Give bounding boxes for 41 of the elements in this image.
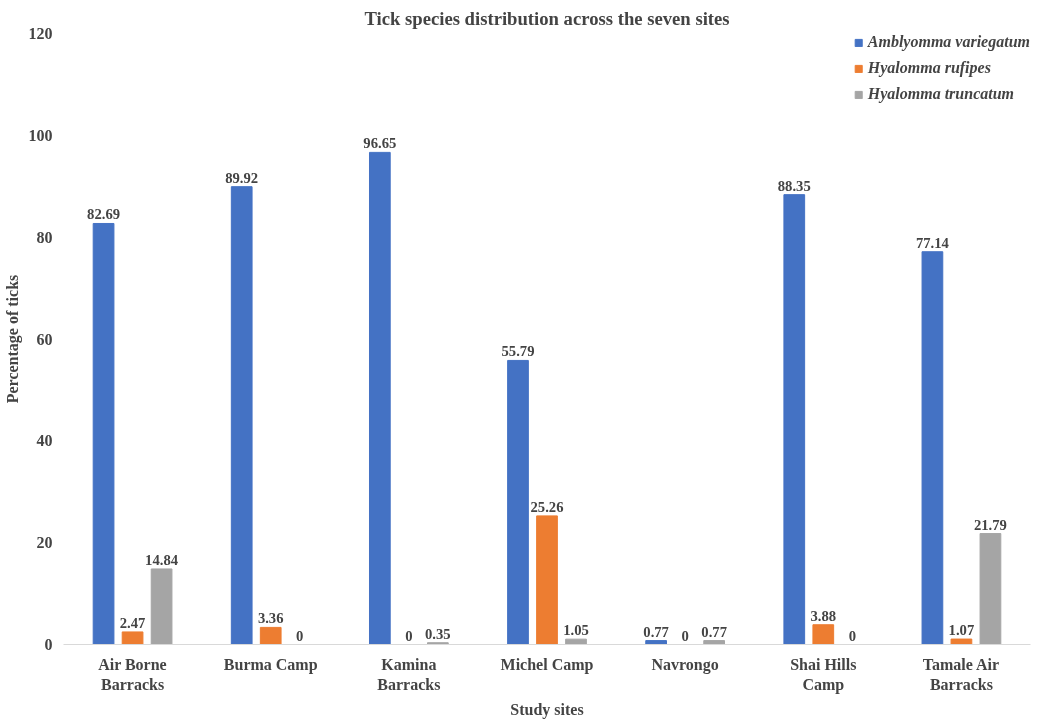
x-tick-label: Air Borne Barracks xyxy=(98,655,167,693)
x-tick-label: Tamale Air Barracks xyxy=(922,655,1000,693)
data-label: 21.79 xyxy=(973,516,1007,533)
y-tick-label: 100 xyxy=(28,126,53,144)
legend-label: Hyalomma rufipes xyxy=(867,59,991,77)
x-tick-label: Michel Camp xyxy=(500,655,594,674)
data-label: 0 xyxy=(405,627,413,644)
chart-title: Tick species distribution across the seven sites xyxy=(364,7,730,29)
y-tick-label: 20 xyxy=(36,534,53,552)
data-label: 25.26 xyxy=(530,498,564,515)
data-label: 77.14 xyxy=(915,234,950,251)
data-label: 0 xyxy=(296,627,304,644)
data-label: 0.77 xyxy=(701,623,727,640)
y-tick-label: 80 xyxy=(36,228,53,246)
y-tick-label: 40 xyxy=(36,432,53,450)
data-label: 0 xyxy=(681,627,689,644)
x-tick-label: Navrongo xyxy=(651,655,719,674)
data-label: 3.88 xyxy=(810,607,837,624)
legend-label: Hyalomma truncatum xyxy=(867,85,1015,103)
data-label: 3.36 xyxy=(257,610,284,627)
data-label: 1.07 xyxy=(948,622,975,639)
data-label: 96.65 xyxy=(363,135,397,152)
data-label: 1.05 xyxy=(563,622,589,639)
y-tick-label: 120 xyxy=(28,25,53,42)
data-label: 55.79 xyxy=(501,343,535,360)
y-tick-label: 0 xyxy=(44,636,53,653)
x-tick-label: Burma Camp xyxy=(223,655,318,674)
x-tick-label: Kamina Barracks xyxy=(377,655,441,693)
data-label: 0.35 xyxy=(425,625,451,642)
data-label: 0 xyxy=(848,627,856,644)
data-label: 0.77 xyxy=(643,623,669,640)
data-label: 14.84 xyxy=(145,551,179,568)
data-label: 2.47 xyxy=(119,614,146,631)
data-label: 89.92 xyxy=(225,169,259,186)
data-label: 88.35 xyxy=(777,177,811,194)
y-tick-label: 60 xyxy=(36,330,53,348)
x-tick-label: Shai Hills Camp xyxy=(790,655,857,694)
y-axis-title: Percentage of ticks xyxy=(3,274,22,404)
x-axis-title: Study sites xyxy=(510,700,584,719)
legend-label: Amblyomma variegatum xyxy=(867,33,1030,51)
data-label: 82.69 xyxy=(87,206,121,223)
